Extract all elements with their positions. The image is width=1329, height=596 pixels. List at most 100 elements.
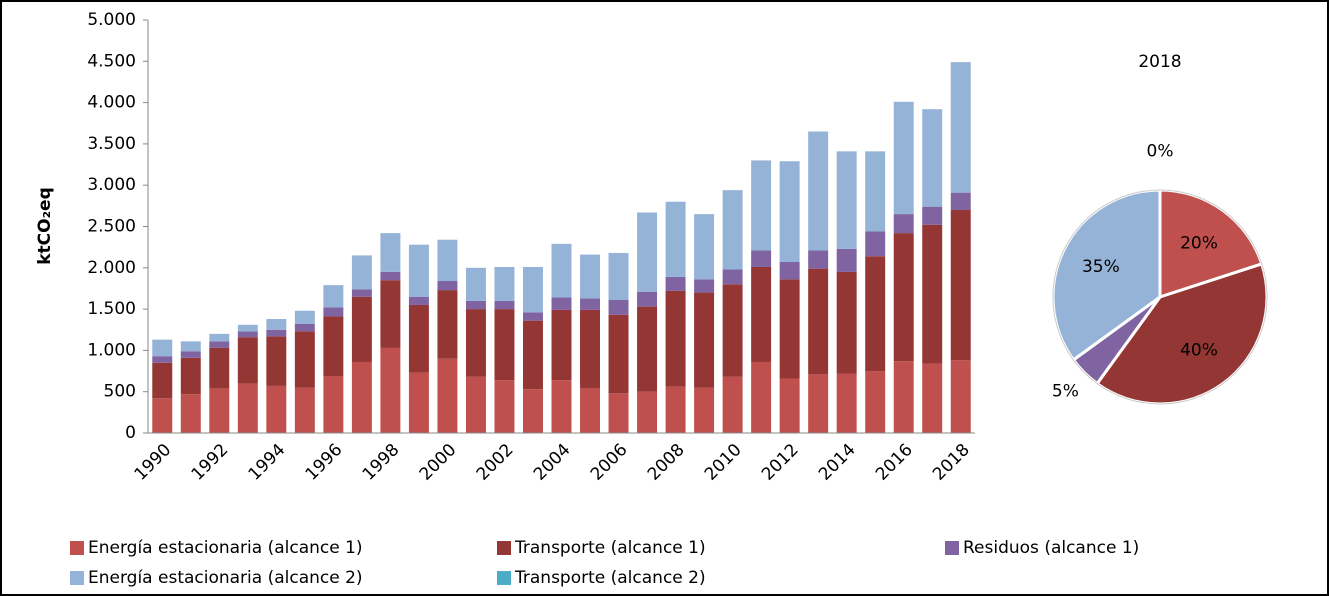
bar-segment	[865, 256, 886, 372]
pie-label: 0%	[1147, 141, 1174, 161]
bar-segment	[950, 209, 971, 361]
bar-segment	[408, 304, 429, 373]
bar-segment	[950, 360, 971, 433]
bar-segment	[865, 371, 886, 433]
bar-segment	[351, 296, 372, 362]
bar-segment	[893, 101, 914, 215]
y-tick-label: 5.000	[87, 10, 136, 30]
bar-segment	[465, 267, 486, 301]
bar-segment	[523, 312, 543, 321]
bar-segment	[722, 269, 743, 285]
bar-segment	[922, 224, 943, 364]
y-tick-label: 3.000	[87, 175, 136, 195]
bar-segment	[437, 239, 458, 282]
bar-segment	[408, 296, 429, 305]
bar-segment	[808, 131, 829, 251]
bar-segment	[266, 385, 287, 433]
bar-segment	[922, 363, 943, 433]
bar-segment	[779, 279, 800, 379]
bar-segment	[836, 151, 857, 249]
bar-segment	[180, 351, 201, 358]
bar-segment	[380, 347, 401, 433]
pie-label: 35%	[1082, 257, 1120, 277]
bar-segment	[209, 341, 230, 348]
bar-segment	[237, 324, 258, 332]
bar-segment	[494, 380, 515, 433]
bar-segment	[580, 298, 600, 310]
bar-segment	[950, 192, 971, 210]
bar-segment	[494, 309, 515, 381]
bar-segment	[865, 151, 886, 232]
bar-segment	[751, 266, 772, 362]
bar-segment	[637, 291, 658, 307]
bar-segment	[266, 336, 287, 386]
bar-segment	[152, 339, 173, 357]
bar-segment	[294, 323, 315, 332]
bar-segment	[580, 309, 600, 389]
bar-segment	[323, 316, 344, 377]
bar-segment	[722, 284, 743, 377]
bar-segment	[608, 393, 629, 433]
y-tick-label: 1.000	[87, 340, 136, 360]
y-tick-label: 1.500	[87, 299, 136, 319]
bar-segment	[665, 276, 686, 291]
y-tick-label: 4.000	[87, 93, 136, 113]
bar-segment	[323, 307, 344, 317]
pie-label: 20%	[1180, 233, 1218, 253]
bar-segment	[751, 361, 772, 433]
bar-segment	[351, 361, 372, 433]
bar-segment	[722, 376, 743, 433]
bar-segment	[950, 62, 971, 193]
bar-segment	[294, 310, 315, 324]
bar-segment	[551, 297, 572, 310]
bar-segment	[808, 374, 829, 433]
bar-segment	[465, 376, 486, 433]
bar-segment	[523, 320, 543, 390]
legend-label: Energía estacionaria (alcance 1)	[88, 538, 363, 558]
bar-segment	[237, 337, 258, 384]
bar-segment	[152, 398, 173, 433]
bar-segment	[551, 309, 572, 381]
y-tick-label: 4.500	[87, 51, 136, 71]
bar-segment	[836, 248, 857, 272]
bar-segment	[637, 306, 658, 392]
bar-segment	[237, 331, 258, 338]
bar-segment	[209, 333, 230, 342]
bar-segment	[580, 254, 600, 299]
y-tick-label: 2.000	[87, 258, 136, 278]
bar-segment	[465, 300, 486, 310]
bar-segment	[893, 233, 914, 362]
y-tick-label: 0	[125, 423, 136, 443]
bar-segment	[694, 292, 715, 388]
legend-label: Transporte (alcance 1)	[514, 538, 706, 558]
bar-segment	[779, 161, 800, 263]
pie-label: 40%	[1180, 341, 1218, 361]
bar-segment	[779, 378, 800, 433]
bar-segment	[751, 250, 772, 267]
bar-segment	[808, 268, 829, 375]
legend-swatch	[945, 541, 959, 555]
bar-segment	[152, 362, 173, 399]
legend-label: Residuos (alcance 1)	[963, 538, 1139, 558]
bar-segment	[237, 383, 258, 433]
bar-segment	[180, 341, 201, 352]
bar-segment	[836, 271, 857, 374]
bar-segment	[551, 243, 572, 298]
bar-segment	[665, 201, 686, 277]
bar-segment	[323, 376, 344, 433]
pie-title: 2018	[1138, 52, 1181, 72]
pie-label: 5%	[1052, 382, 1079, 402]
bar-segment	[523, 389, 543, 433]
bar-segment	[180, 357, 201, 395]
bar-segment	[209, 388, 230, 433]
bar-segment	[836, 373, 857, 433]
bar-segment	[922, 206, 943, 225]
legend-swatch	[70, 571, 84, 585]
bar-segment	[608, 314, 629, 394]
bar-segment	[665, 290, 686, 387]
bar-segment	[351, 255, 372, 290]
bar-segment	[893, 214, 914, 234]
bar-segment	[266, 329, 287, 337]
bar-segment	[751, 160, 772, 251]
bar-segment	[266, 319, 287, 330]
